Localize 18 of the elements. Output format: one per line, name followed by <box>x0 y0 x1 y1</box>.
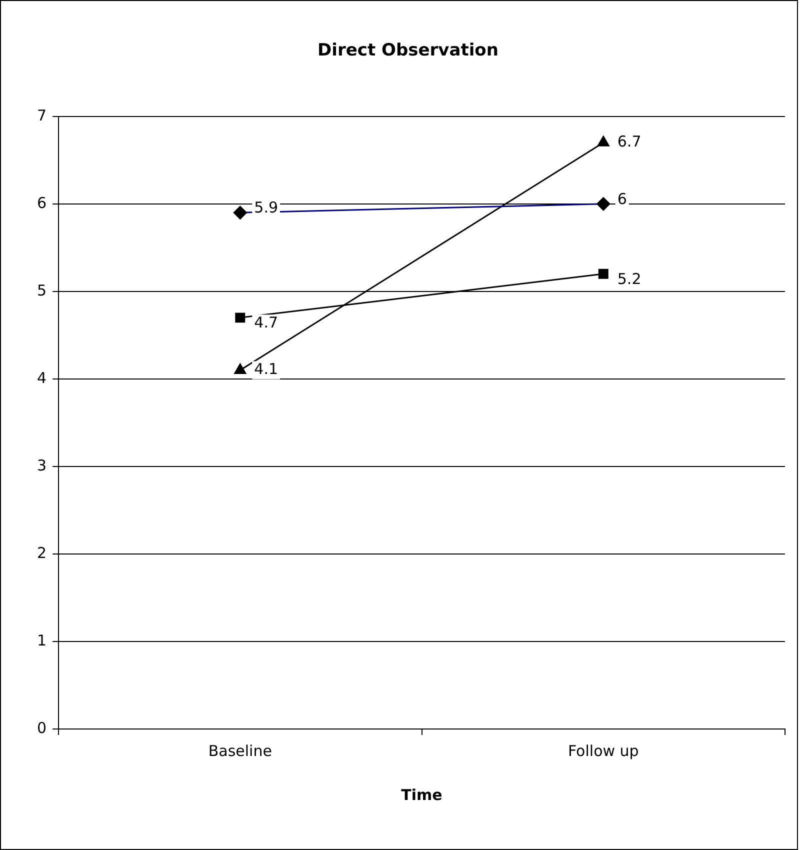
data-label: 6 <box>617 190 627 208</box>
x-axis-title: Time <box>401 786 442 804</box>
y-tick-label: 7 <box>36 106 47 124</box>
y-tick-label: 5 <box>36 281 47 300</box>
y-tick-label: 0 <box>36 718 47 737</box>
data-label: 4.1 <box>254 360 278 378</box>
x-tick-label: Baseline <box>208 742 272 760</box>
data-label: 5.2 <box>617 270 642 288</box>
y-tick-label: 2 <box>36 544 47 562</box>
y-tick-label: 1 <box>36 631 47 650</box>
chart-title: Direct Observation <box>318 40 498 61</box>
y-tick-label: 3 <box>36 456 47 474</box>
data-label: 5.9 <box>254 198 278 217</box>
y-tick-label: 6 <box>36 194 47 212</box>
y-tick-label: 4 <box>36 368 47 387</box>
x-tick-label: Follow up <box>568 742 639 760</box>
data-label: 4.7 <box>254 314 278 332</box>
data-label: 6.7 <box>617 132 642 151</box>
